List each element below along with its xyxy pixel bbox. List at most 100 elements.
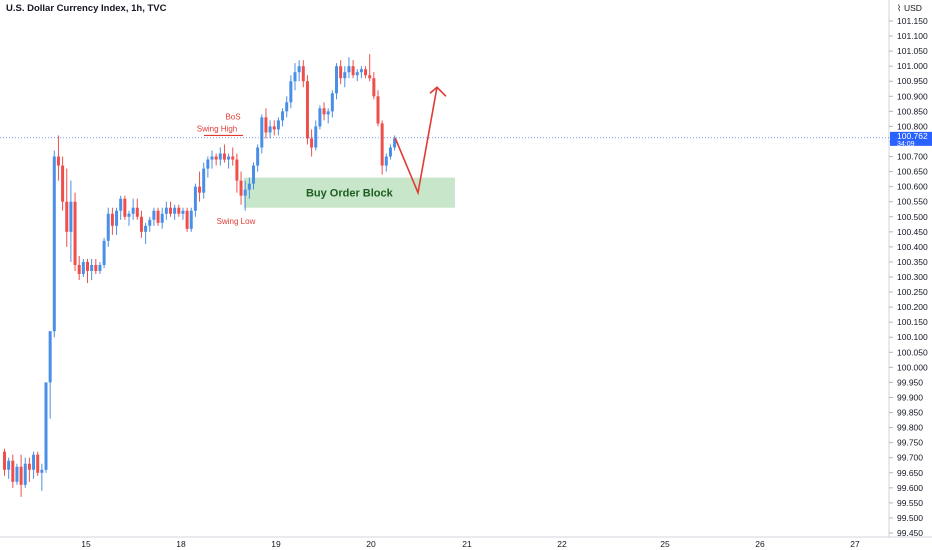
candle-body [243, 189, 247, 196]
candle-body [7, 460, 11, 470]
time-tick-label: 20 [366, 539, 376, 549]
candle-body [23, 463, 27, 485]
price-tick-label: 100.300 [897, 272, 928, 282]
candle-body [69, 201, 73, 232]
price-tick-label: 100.250 [897, 287, 928, 297]
price-tick-label: 99.500 [897, 513, 923, 523]
candle-body [181, 210, 185, 214]
candle-body [139, 216, 143, 232]
price-tick-label: 100.550 [897, 197, 928, 207]
candle-body [372, 78, 376, 97]
price-tick-label: 99.550 [897, 498, 923, 508]
price-tick-label: 99.850 [897, 408, 923, 418]
candle-body [214, 156, 218, 160]
price-tick-label: 101.150 [897, 16, 928, 26]
annotations-layer: BoS Swing High Swing Low [197, 86, 447, 226]
candle-body [256, 147, 260, 166]
candle-body [231, 156, 235, 160]
candle-body [355, 72, 359, 76]
candle-body [189, 210, 193, 229]
price-tick-label: 100.100 [897, 332, 928, 342]
price-axis[interactable]: USD⌇ 101.150 101.100 101.050 101.000 100.950 1… [0, 0, 932, 538]
candle-body [301, 66, 305, 82]
candle-body [335, 66, 338, 94]
candle-body [343, 72, 347, 79]
price-tick-label: 100.650 [897, 167, 928, 177]
candle-body [123, 198, 127, 217]
candle-body [94, 264, 98, 271]
time-tick-label: 19 [271, 539, 281, 549]
candle-body [276, 120, 280, 130]
candle-body [44, 382, 48, 470]
candle-body [310, 138, 314, 148]
candle-body [322, 108, 326, 115]
last-price-label: 100.762 [897, 131, 928, 141]
candle-body [351, 66, 355, 76]
price-tick-label: 99.950 [897, 377, 923, 387]
candle-body [65, 201, 69, 232]
price-tick-label: 99.750 [897, 438, 923, 448]
candle-body [56, 156, 60, 166]
currency-label: USD [904, 3, 922, 13]
candle-body [40, 469, 44, 473]
candle-body [102, 240, 106, 265]
price-tick-label: 100.150 [897, 317, 928, 327]
candle-body [160, 213, 164, 223]
candle-body [297, 66, 301, 73]
price-tick-label: 100.700 [897, 152, 928, 162]
candle-body [148, 219, 152, 226]
time-tick-label: 15 [81, 539, 91, 549]
candle-body [11, 460, 15, 482]
time-tick-label: 27 [850, 539, 860, 549]
price-tick-label: 99.900 [897, 392, 923, 402]
price-tick-label: 100.500 [897, 212, 928, 222]
price-tick-label: 99.700 [897, 453, 923, 463]
swing-low-label: Swing Low [217, 217, 256, 226]
candle-body [90, 264, 94, 271]
candle-body [305, 81, 309, 139]
candle-body [285, 102, 289, 112]
candle-body [61, 165, 65, 202]
price-tick-label: 99.650 [897, 468, 923, 478]
price-tick-label: 99.800 [897, 423, 923, 433]
swing-high-label: Swing High [197, 124, 237, 133]
time-axis[interactable]: 15 18 19 20 21 22 25 26 27 [81, 539, 860, 549]
candle-body [131, 207, 135, 214]
last-price-badge [890, 131, 932, 146]
price-tick-label: 100.950 [897, 76, 928, 86]
candle-body [264, 117, 268, 133]
candle-body [384, 156, 388, 166]
candle-body [164, 207, 168, 214]
candle-body [339, 66, 343, 79]
countdown-label: 34:09 [897, 141, 915, 148]
candle-body [210, 156, 214, 160]
chart-title: U.S. Dollar Currency Index, 1h, TVC [6, 3, 167, 14]
price-tick-label: 100.900 [897, 91, 928, 101]
candle-body [185, 210, 189, 229]
price-tick-label: 100.050 [897, 347, 928, 357]
price-tick-label: 100.450 [897, 227, 928, 237]
candle-body [152, 210, 156, 220]
price-tick-label: 100.800 [897, 121, 928, 131]
candle-body [218, 153, 222, 160]
time-tick-label: 26 [755, 539, 765, 549]
candles-layer [0, 54, 889, 497]
candle-body [380, 123, 384, 166]
candle-body [272, 126, 276, 130]
time-tick-label: 21 [462, 539, 472, 549]
candle-body [135, 207, 139, 217]
candle-body [106, 213, 110, 241]
candle-body [202, 168, 206, 193]
candle-body [193, 186, 197, 211]
candle-body [393, 138, 397, 148]
candle-body [3, 451, 6, 470]
candle-body [86, 261, 89, 271]
candle-body [156, 210, 160, 223]
candle-body [252, 165, 255, 184]
candle-body [177, 207, 181, 214]
candle-body [326, 111, 330, 115]
candle-body [119, 198, 123, 211]
candle-body [169, 207, 172, 214]
candle-body [206, 159, 210, 169]
